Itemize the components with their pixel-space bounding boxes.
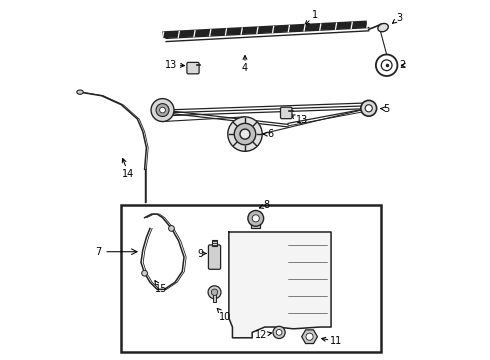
Circle shape — [240, 129, 250, 139]
Text: 14: 14 — [122, 158, 135, 179]
Text: 3: 3 — [392, 13, 402, 23]
Circle shape — [252, 215, 259, 222]
Bar — [122, 205, 381, 352]
Circle shape — [361, 100, 377, 116]
Text: 8: 8 — [259, 200, 270, 210]
Circle shape — [160, 107, 166, 113]
Text: 15: 15 — [154, 281, 167, 294]
Polygon shape — [302, 330, 318, 343]
Text: 12: 12 — [255, 330, 271, 340]
Text: 13: 13 — [291, 115, 309, 126]
Circle shape — [273, 326, 285, 338]
Text: 1: 1 — [305, 10, 318, 25]
Circle shape — [142, 270, 147, 276]
Text: 11: 11 — [321, 336, 343, 346]
Text: 13: 13 — [165, 59, 184, 69]
Ellipse shape — [378, 23, 388, 32]
Circle shape — [276, 329, 282, 335]
Bar — [212, 240, 217, 246]
Text: 4: 4 — [242, 55, 248, 73]
Circle shape — [365, 105, 372, 112]
Polygon shape — [229, 232, 331, 338]
Text: 6: 6 — [263, 129, 273, 139]
Bar — [251, 219, 260, 228]
Bar — [213, 292, 216, 302]
Text: 10: 10 — [217, 309, 231, 322]
Text: 7: 7 — [95, 247, 101, 257]
Text: 5: 5 — [381, 104, 390, 114]
Circle shape — [208, 286, 221, 299]
Circle shape — [211, 289, 218, 296]
Circle shape — [228, 117, 262, 151]
FancyBboxPatch shape — [187, 62, 199, 74]
Ellipse shape — [77, 90, 83, 94]
Circle shape — [248, 211, 264, 226]
FancyBboxPatch shape — [208, 245, 220, 269]
FancyBboxPatch shape — [280, 107, 292, 119]
Circle shape — [306, 333, 313, 340]
Circle shape — [169, 226, 174, 231]
Circle shape — [151, 99, 174, 122]
Text: 9: 9 — [197, 248, 206, 258]
Circle shape — [156, 104, 169, 117]
Circle shape — [234, 123, 256, 145]
Text: 2: 2 — [400, 60, 406, 70]
